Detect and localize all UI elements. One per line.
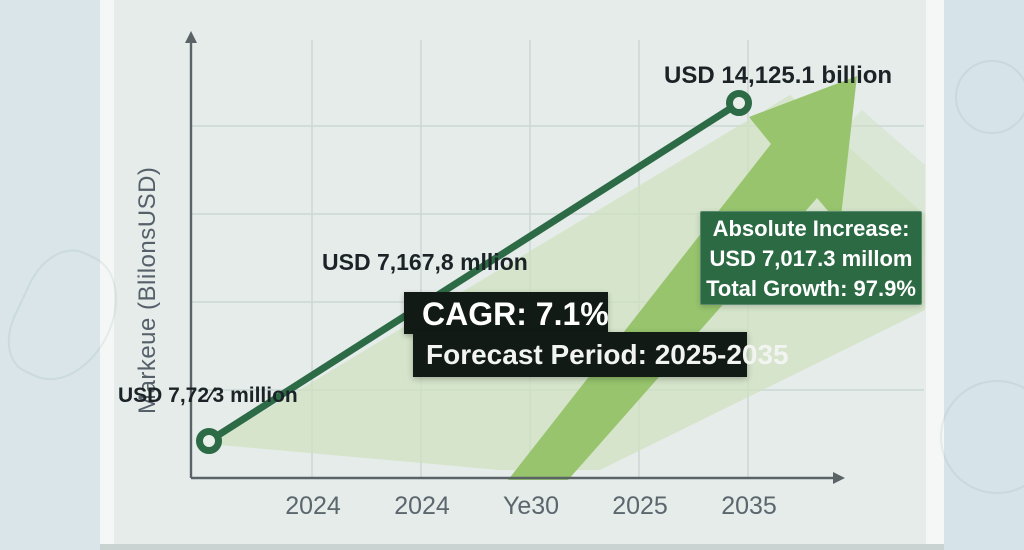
absolute-increase-callout: Absolute Increase: USD 7,017.3 millom To… bbox=[700, 211, 922, 305]
bottom-edge-strip bbox=[100, 544, 944, 550]
absolute-increase-value: USD 7,017.3 millom bbox=[709, 245, 913, 271]
x-tick-2035: 2035 bbox=[721, 492, 777, 520]
left-white-divider bbox=[100, 0, 114, 550]
absolute-increase-title: Absolute Increase: bbox=[712, 215, 910, 241]
forecast-period-callout: Forecast Period: 2025-2035 bbox=[413, 332, 789, 377]
right-white-divider bbox=[926, 0, 944, 550]
cagr-callout: CAGR: 7.1% bbox=[404, 292, 609, 334]
trend-line bbox=[205, 99, 743, 445]
start-point-marker bbox=[196, 428, 222, 454]
x-tick-2024a: 2024 bbox=[285, 492, 341, 520]
x-tick-2025: 2025 bbox=[612, 492, 668, 520]
mid-value-label: USD 7,167,8 mllion bbox=[322, 249, 528, 275]
left-background-strip bbox=[0, 0, 100, 550]
x-tick-ye30: Ye30 bbox=[502, 492, 560, 520]
start-value-label: USD 7,72⁄3 million bbox=[118, 384, 298, 407]
background-doodle bbox=[955, 60, 1024, 134]
x-tick-2024b: 2024 bbox=[394, 492, 450, 520]
end-value-label: USD 14,125.1 billion bbox=[664, 62, 893, 89]
total-growth-value: Total Growth: 97.9% bbox=[706, 275, 916, 301]
x-axis-arrowhead bbox=[833, 472, 845, 484]
growth-arrow-icon bbox=[508, 76, 857, 480]
y-axis-arrowhead bbox=[185, 31, 197, 43]
end-point-marker bbox=[726, 90, 752, 116]
